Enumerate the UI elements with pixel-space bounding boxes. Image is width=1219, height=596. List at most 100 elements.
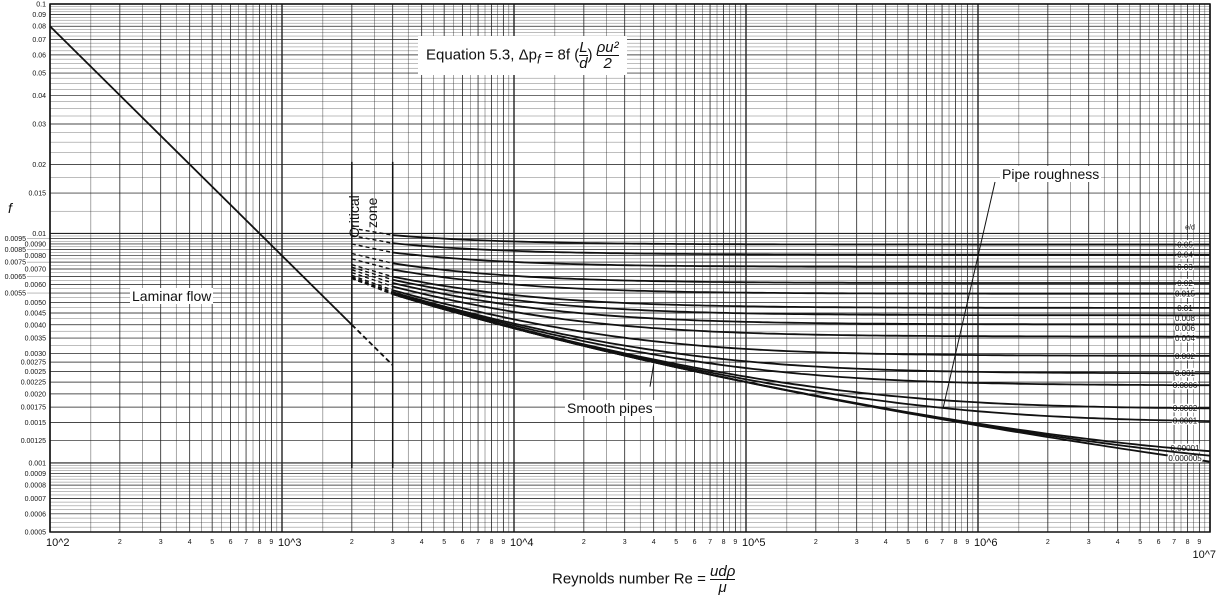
roughness-curve-0.03 xyxy=(392,251,1210,268)
x-minor-label: 9 xyxy=(733,539,737,546)
y-tick-label: 0.0055 xyxy=(5,291,27,298)
y-tick-label: 0.08 xyxy=(32,24,46,31)
x-minor-label: 8 xyxy=(490,539,494,546)
x-minor-label: 8 xyxy=(258,539,262,546)
y-tick-label: 0.00225 xyxy=(21,380,46,387)
y-tick-label: 0.015 xyxy=(28,191,46,198)
x-minor-label: 7 xyxy=(476,539,480,546)
y-tick-label: 0.0050 xyxy=(25,300,47,307)
x-minor-label: 2 xyxy=(118,539,122,546)
x-minor-label: 7 xyxy=(940,539,944,546)
roughness-curve-0.006-critical-dash xyxy=(351,269,393,284)
y-tick-label: 0.09 xyxy=(32,12,46,19)
y-tick-label: 0.0008 xyxy=(25,483,47,490)
x-minor-label: 3 xyxy=(391,539,395,546)
x-minor-label: 4 xyxy=(884,539,888,546)
equation-mid: = 8f xyxy=(540,46,571,64)
roughness-curve-0.008-critical-dash xyxy=(351,266,393,281)
x-minor-label: 6 xyxy=(925,539,929,546)
x-minor-label: 5 xyxy=(442,539,446,546)
x-minor-label: 3 xyxy=(1087,539,1091,546)
roughness-curve-0.05 xyxy=(392,234,1210,246)
equation-subscript: f xyxy=(536,52,541,67)
y-axis-label: f xyxy=(8,200,12,216)
laminar-flow-label: Laminar flow xyxy=(130,288,214,304)
laminar-line xyxy=(49,25,353,326)
equation-fraction-dynamic: ρu² 2 xyxy=(596,39,619,71)
y-tick-label: 0.00175 xyxy=(21,405,46,412)
x-minor-label: 4 xyxy=(420,539,424,546)
x-minor-label: 4 xyxy=(652,539,656,546)
roughness-curve-0.000005-critical-dash xyxy=(351,277,393,295)
roughness-curve-0.02 xyxy=(392,262,1210,284)
y-tick-label: 0.0009 xyxy=(25,471,47,478)
x-minor-label: 6 xyxy=(1157,539,1161,546)
y-tick-label: 0.01 xyxy=(32,231,46,238)
y-tick-label: 0.1 xyxy=(36,2,46,9)
critical-zone-label: Critical xyxy=(346,195,362,238)
x-minor-label: 9 xyxy=(1197,539,1201,546)
roughness-curve-0.000005 xyxy=(392,293,1211,457)
reynolds-fraction: udρ μ xyxy=(710,563,736,596)
x-minor-label: 3 xyxy=(855,539,859,546)
y-tick-label: 0.0007 xyxy=(25,496,47,503)
roughness-curve-0.004-critical-dash xyxy=(351,271,393,288)
roughness-curve-0.006 xyxy=(392,282,1210,326)
roughness-curve-0.03-critical-dash xyxy=(351,243,393,254)
pipe-roughness-pointer xyxy=(942,181,996,409)
y-tick-label: 0.0085 xyxy=(5,247,27,254)
equation-prefix: Equation 5.3, Δp xyxy=(426,46,537,64)
x-decade-label: 10^2 xyxy=(46,537,70,549)
equation-l: L xyxy=(579,39,588,56)
x-minor-label: 5 xyxy=(674,539,678,546)
x-minor-label: 3 xyxy=(623,539,627,546)
laminar-dashed-line xyxy=(351,324,394,366)
y-tick-label: 0.0025 xyxy=(25,369,47,376)
equation-numerator: ρu² xyxy=(596,39,619,56)
y-tick-label: 0.02 xyxy=(32,162,46,169)
roughness-curve-0.002 xyxy=(392,289,1210,357)
y-tick-label: 0.0045 xyxy=(25,311,47,318)
x-minor-label: 8 xyxy=(954,539,958,546)
x-minor-label: 9 xyxy=(965,539,969,546)
y-tick-label: 0.05 xyxy=(32,71,46,78)
x-minor-label: 6 xyxy=(229,539,233,546)
x-minor-label: 9 xyxy=(501,539,505,546)
x-minor-label: 2 xyxy=(350,539,354,546)
plot-frame xyxy=(49,3,1211,533)
roughness-curve-0.015-critical-dash xyxy=(351,258,393,271)
y-tick-label: 0.0090 xyxy=(25,241,47,248)
x-decade-label: 10^4 xyxy=(510,537,534,549)
x-minor-label: 9 xyxy=(269,539,273,546)
x-minor-label: 6 xyxy=(693,539,697,546)
x-minor-label: 5 xyxy=(906,539,910,546)
x-minor-label: 6 xyxy=(461,539,465,546)
y-tick-label: 0.06 xyxy=(32,52,46,59)
y-tick-label: 0.0015 xyxy=(25,420,47,427)
y-tick-label: 0.0020 xyxy=(25,391,47,398)
reynolds-denominator: μ xyxy=(718,579,727,596)
equation-d: d xyxy=(579,55,588,72)
y-tick-label: 0.0030 xyxy=(25,351,47,358)
roughness-curve-label: 0.000005 xyxy=(1168,454,1202,463)
y-tick-label: 0.0006 xyxy=(25,511,47,518)
x-decade-label: 10^5 xyxy=(742,537,766,549)
y-tick-label: 0.001 xyxy=(28,460,46,467)
y-tick-label: 0.04 xyxy=(32,93,46,100)
y-tick-label: 0.0005 xyxy=(25,530,47,537)
x-axis-label: Reynolds number Re = udρ μ xyxy=(552,563,736,596)
x-minor-label: 7 xyxy=(708,539,712,546)
x-minor-label: 3 xyxy=(159,539,163,546)
x-minor-label: 7 xyxy=(244,539,248,546)
x-decade-label: 10^7 xyxy=(1192,549,1216,561)
x-minor-label: 4 xyxy=(188,539,192,546)
y-tick-label: 0.0040 xyxy=(25,322,47,329)
x-minor-label: 2 xyxy=(582,539,586,546)
x-decade-label: 10^3 xyxy=(278,537,302,549)
reynolds-numerator: udρ xyxy=(710,563,736,580)
roughness-curve-0.0006 xyxy=(392,292,1210,387)
roughness-curve-0.01-critical-dash xyxy=(351,264,393,278)
